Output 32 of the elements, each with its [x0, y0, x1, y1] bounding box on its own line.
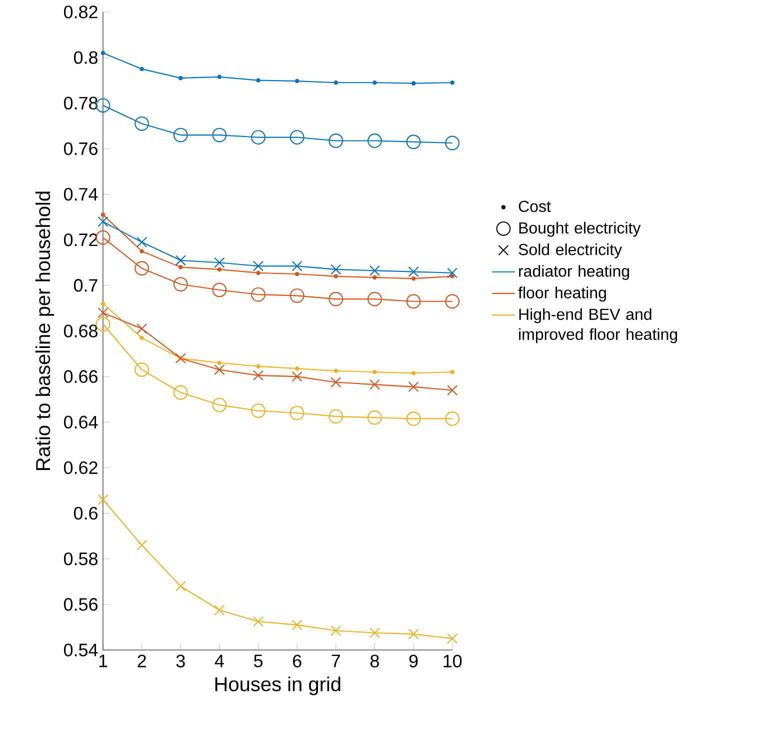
y-tick-label: 0.6: [74, 506, 98, 520]
x-tick-label: 7: [332, 654, 340, 668]
x-tick-label: 4: [214, 654, 224, 668]
x-axis-title: Houses in grid: [215, 676, 340, 696]
y-tick-label: 0.68: [64, 324, 98, 338]
y-tick-label: 0.64: [64, 416, 98, 428]
x-tick-label: 10: [444, 654, 462, 668]
x-tick-label: 5: [254, 654, 263, 668]
y-tick-label: 0.56: [64, 598, 98, 611]
y-tick-label: 0.58: [64, 552, 98, 566]
y-tick-label: 0.82: [64, 6, 98, 18]
x-tick-label: 6: [292, 654, 302, 668]
legend-label: Cost: [518, 200, 551, 212]
y-tick-label: 0.7: [74, 279, 98, 292]
x-tick-label: 2: [138, 654, 146, 668]
y-tick-label: 0.74: [64, 188, 98, 201]
x-tick-label: 1: [99, 654, 108, 668]
x-tick-label: 3: [176, 654, 185, 668]
x-tick-label: 8: [370, 654, 379, 668]
y-tick-label: 0.62: [64, 461, 98, 474]
y-tick-label: 0.66: [64, 370, 98, 383]
y-tick-label: 0.54: [64, 644, 98, 656]
legend-label: radiator heating: [519, 265, 630, 280]
y-tick-label: 0.8: [74, 51, 98, 64]
y-axis-title: Ratio to baseline per household: [35, 192, 54, 470]
y-tick-label: 0.76: [64, 142, 98, 156]
legend-label: Sold electricity: [518, 243, 622, 258]
y-tick-label: 0.72: [64, 233, 98, 246]
x-tick-label: 9: [409, 654, 418, 668]
legend-label: Bought electricity: [519, 222, 641, 237]
legend-label: High-end BEV and improved floor heating: [519, 308, 678, 344]
legend-label: floor heating: [518, 286, 606, 302]
